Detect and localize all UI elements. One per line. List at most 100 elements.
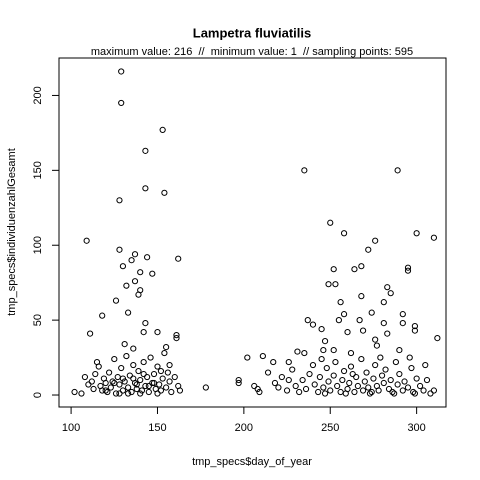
point	[145, 388, 152, 396]
point	[394, 167, 401, 174]
point	[318, 355, 325, 363]
point	[366, 390, 374, 397]
point	[408, 364, 415, 372]
point	[128, 257, 135, 264]
point	[114, 373, 121, 381]
point	[416, 382, 424, 390]
point	[316, 373, 323, 381]
point	[264, 369, 272, 376]
point	[135, 291, 142, 298]
point	[125, 384, 132, 391]
point	[361, 378, 368, 385]
point	[349, 370, 356, 378]
point	[142, 382, 149, 390]
point	[411, 323, 419, 330]
point	[121, 340, 128, 348]
point	[130, 375, 137, 382]
point	[396, 370, 403, 378]
point	[337, 299, 344, 306]
point	[372, 336, 379, 343]
point	[92, 370, 99, 378]
point	[107, 384, 114, 391]
point	[244, 354, 251, 361]
point	[354, 382, 361, 390]
point	[387, 290, 394, 297]
point	[330, 266, 337, 273]
point	[320, 346, 327, 354]
point	[430, 234, 438, 241]
point	[391, 390, 398, 397]
point	[130, 361, 137, 369]
point	[289, 366, 296, 373]
point	[154, 329, 161, 336]
point	[356, 317, 363, 324]
point	[392, 358, 399, 366]
point	[131, 278, 139, 285]
y-tick-label: 150	[32, 161, 44, 179]
point	[380, 379, 387, 387]
point	[380, 299, 387, 306]
point	[133, 381, 140, 388]
point	[137, 376, 144, 384]
point	[430, 387, 438, 394]
point	[327, 387, 334, 394]
point	[123, 352, 130, 360]
point	[320, 384, 327, 391]
point	[399, 387, 406, 394]
point	[275, 384, 282, 391]
point	[159, 126, 166, 133]
x-tick-label: 150	[148, 422, 166, 434]
point	[387, 376, 394, 384]
point	[342, 390, 349, 397]
point	[358, 355, 365, 363]
point	[142, 147, 149, 154]
point	[283, 387, 291, 394]
point	[157, 367, 165, 375]
point	[157, 387, 165, 394]
point	[175, 255, 182, 262]
point	[164, 369, 171, 376]
point	[389, 388, 396, 396]
point	[104, 388, 111, 396]
point	[368, 309, 375, 316]
point	[202, 384, 209, 391]
point	[147, 354, 154, 361]
point	[411, 390, 419, 397]
point	[259, 352, 266, 360]
x-tick-label: 100	[62, 422, 80, 434]
x-tick-label: 200	[235, 422, 253, 434]
point	[340, 367, 348, 375]
point	[347, 349, 355, 357]
point	[140, 358, 147, 366]
point	[149, 379, 156, 387]
point	[423, 376, 431, 384]
point	[111, 355, 118, 363]
point	[144, 254, 151, 261]
point	[161, 349, 168, 357]
y-tick-label: 200	[32, 86, 44, 104]
point	[353, 373, 360, 381]
point	[413, 375, 420, 382]
point	[311, 381, 318, 388]
point	[301, 349, 308, 357]
point	[359, 327, 367, 334]
point	[271, 379, 279, 387]
point	[144, 373, 151, 381]
point	[306, 370, 313, 378]
point	[427, 390, 434, 397]
point	[334, 382, 341, 390]
point	[126, 372, 133, 379]
point	[83, 237, 90, 244]
point	[422, 361, 429, 369]
point	[344, 329, 351, 336]
point	[394, 381, 401, 388]
point	[296, 388, 303, 396]
point	[118, 364, 125, 372]
point	[347, 363, 355, 370]
point	[145, 382, 152, 390]
point	[321, 390, 329, 397]
point	[251, 382, 258, 390]
point	[150, 370, 158, 378]
point	[330, 372, 337, 379]
